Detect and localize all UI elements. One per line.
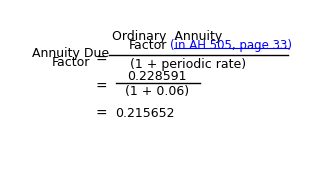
Text: (in AH 505, page 33): (in AH 505, page 33) [170, 39, 292, 52]
Text: (1 + 0.06): (1 + 0.06) [125, 85, 190, 98]
Text: Ordinary  Annuity: Ordinary Annuity [112, 30, 223, 43]
Text: =: = [96, 106, 107, 120]
Text: Annuity Due: Annuity Due [32, 47, 109, 60]
Text: =: = [96, 53, 107, 67]
Text: Factor: Factor [51, 56, 90, 69]
Text: (1 + periodic rate): (1 + periodic rate) [130, 58, 246, 71]
Text: Factor: Factor [129, 39, 167, 52]
Text: 0.228591: 0.228591 [128, 70, 187, 83]
Text: =: = [96, 79, 107, 93]
Text: 0.215652: 0.215652 [115, 107, 175, 120]
